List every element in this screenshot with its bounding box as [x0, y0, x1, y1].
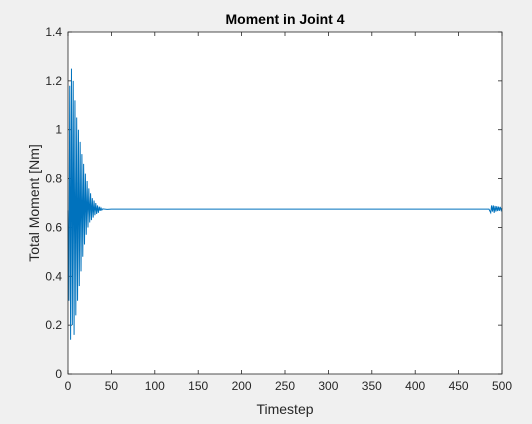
x-tick-label: 450 [449, 379, 469, 393]
y-tick-label: 0 [55, 367, 62, 381]
x-tick-label: 350 [362, 379, 382, 393]
y-tick-label: 1.4 [45, 25, 62, 39]
x-axis-ticks: 0 50 100 150 200 250 300 350 400 450 500 [65, 32, 512, 393]
y-tick-label: 0.2 [45, 318, 62, 332]
x-tick-label: 200 [232, 379, 252, 393]
y-tick-label: 0.6 [45, 220, 62, 234]
chart-title: Moment in Joint 4 [226, 11, 345, 27]
x-tick-label: 150 [188, 379, 208, 393]
x-tick-label: 300 [318, 379, 338, 393]
y-axis-label: Total Moment [Nm] [26, 144, 42, 261]
x-tick-label: 0 [65, 379, 72, 393]
x-axis-label: Timestep [256, 401, 313, 417]
y-tick-label: 1 [55, 123, 62, 137]
plot-area [68, 32, 502, 374]
y-tick-label: 0.4 [45, 269, 62, 283]
x-tick-label: 400 [405, 379, 425, 393]
y-axis-ticks: 0 0.2 0.4 0.6 0.8 1 1.2 1.4 [45, 25, 502, 381]
y-tick-label: 1.2 [45, 74, 62, 88]
x-tick-label: 500 [492, 379, 512, 393]
x-tick-label: 100 [145, 379, 165, 393]
series-line [67, 68, 503, 340]
x-tick-label: 250 [275, 379, 295, 393]
plot-frame [67, 31, 503, 375]
x-tick-label: 50 [105, 379, 119, 393]
y-tick-label: 0.8 [45, 172, 62, 186]
